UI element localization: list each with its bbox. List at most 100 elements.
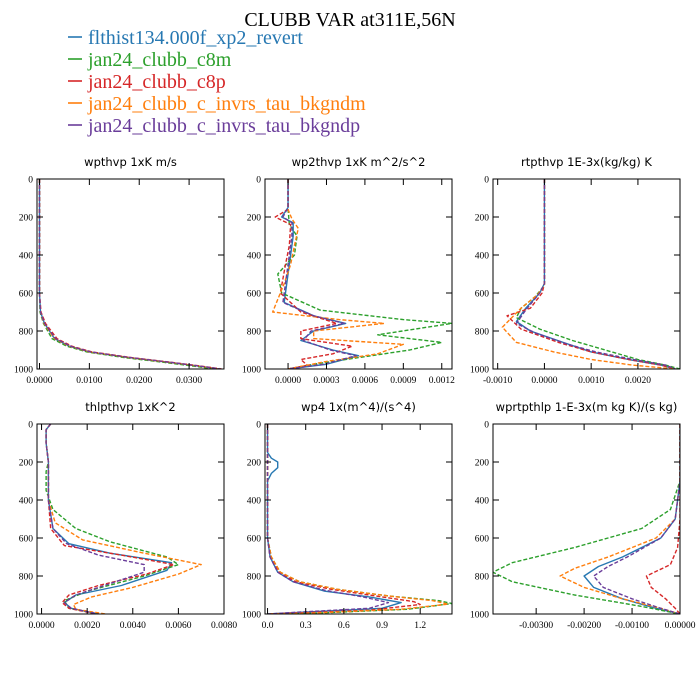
panel-3: rtpthvp 1E-3x(kg/kg) K 0 200 400 600 800 1000-… <box>470 155 681 386</box>
x-tick-label: 0.0100 <box>76 376 102 386</box>
series-line-3 <box>645 424 680 614</box>
y-tick-label: 1000 <box>14 611 33 621</box>
y-tick-label: 800 <box>247 573 262 583</box>
y-tick-label: 800 <box>247 328 262 338</box>
series-group <box>271 179 452 369</box>
x-tick-label: -0.00200 <box>567 621 601 631</box>
legend-label: jan24_clubb_c_invrs_tau_bkgndm <box>87 93 366 115</box>
x-tick-label: 0.0020 <box>625 376 651 386</box>
y-tick-label: 1000 <box>470 611 489 621</box>
legend-label: flthist134.000f_xp2_revert <box>88 27 303 49</box>
x-tick-label: 0.0006 <box>352 376 378 386</box>
series-group <box>45 424 202 614</box>
y-tick-label: 800 <box>19 573 34 583</box>
series-line-4 <box>271 179 405 369</box>
series-line-5 <box>38 179 221 369</box>
plot-frame <box>264 423 453 615</box>
series-line-3 <box>274 179 353 369</box>
series-group <box>493 424 680 614</box>
panel-2: wp2thvp 1xK m^2/s^2 0 200 400 600 800 1000 0.00… <box>242 155 455 386</box>
y-tick-label: 1000 <box>242 366 261 376</box>
panel-title: wp2thvp 1xK m^2/s^2 <box>292 155 426 169</box>
plot-frame <box>264 178 453 370</box>
y-tick-label: 0 <box>484 176 489 186</box>
x-tick-label: 0.0300 <box>176 376 202 386</box>
y-tick-label: 400 <box>475 252 490 262</box>
y-tick-label: 800 <box>19 328 34 338</box>
y-tick-label: 400 <box>19 252 34 262</box>
y-tick-label: 800 <box>475 573 490 583</box>
legend-label: jan24_clubb_c8p <box>87 71 226 93</box>
y-tick-label: 0 <box>28 421 33 431</box>
series-line-5 <box>282 179 357 369</box>
figure-title: CLUBB VAR at311E,56N <box>244 9 455 31</box>
y-tick-label: 400 <box>19 497 34 507</box>
y-tick-label: 400 <box>475 497 490 507</box>
y-tick-label: 600 <box>247 535 262 545</box>
y-tick-label: 600 <box>19 290 34 300</box>
panel-title: rtpthvp 1E-3x(kg/kg) K <box>521 155 652 169</box>
panel-title: thlpthvp 1xK^2 <box>85 400 175 414</box>
x-tick-label: 0.3 <box>300 621 312 631</box>
y-tick-label: 400 <box>247 497 262 507</box>
series-line-5 <box>266 424 390 614</box>
y-tick-label: 200 <box>19 214 34 224</box>
x-tick-label: 0.00000 <box>665 621 696 631</box>
x-tick-label: 0.0003 <box>313 376 339 386</box>
x-tick-label: -0.00300 <box>519 621 553 631</box>
y-tick-label: 200 <box>475 214 490 224</box>
y-tick-label: 600 <box>475 535 490 545</box>
x-tick-label: -0.0010 <box>483 376 513 386</box>
panel-6: wprtpthlp 1-E-3x(m kg K)/(s kg) 0 200 400 60… <box>470 400 696 631</box>
y-tick-label: 1000 <box>470 366 489 376</box>
legend-label: jan24_clubb_c8m <box>87 49 232 71</box>
y-tick-label: 200 <box>19 459 34 469</box>
x-tick-label: 0.0 <box>262 621 274 631</box>
x-tick-label: 1.2 <box>414 621 426 631</box>
panel-title: wpthvp 1xK m/s <box>84 155 177 169</box>
y-tick-label: 400 <box>247 252 262 262</box>
y-tick-label: 200 <box>247 214 262 224</box>
x-tick-label: 0.0009 <box>390 376 416 386</box>
plot-frame <box>36 423 225 615</box>
series-group <box>38 179 222 369</box>
y-tick-label: 600 <box>475 290 490 300</box>
x-tick-label: 0.0060 <box>165 621 191 631</box>
y-tick-label: 600 <box>19 535 34 545</box>
x-tick-label: 0.9 <box>376 621 388 631</box>
x-tick-label: 0.0000 <box>26 376 52 386</box>
y-tick-label: 1000 <box>242 611 261 621</box>
y-tick-label: 0 <box>484 421 489 431</box>
x-tick-label: 0.0010 <box>578 376 604 386</box>
x-tick-label: 0.0000 <box>28 621 54 631</box>
plot-frame <box>492 423 681 615</box>
series-line-5 <box>45 424 145 614</box>
y-tick-label: 0 <box>256 421 261 431</box>
x-tick-label: 0.0200 <box>126 376 152 386</box>
y-tick-label: 200 <box>247 459 262 469</box>
legend: flthist134.000f_xp2_revertjan24_clubb_c8… <box>68 27 366 137</box>
legend-label: jan24_clubb_c_invrs_tau_bkgndp <box>87 115 360 137</box>
x-tick-label: 0.0020 <box>74 621 100 631</box>
x-tick-label: 0.0080 <box>211 621 237 631</box>
x-tick-label: -0.00100 <box>615 621 649 631</box>
y-tick-label: 200 <box>475 459 490 469</box>
y-tick-label: 0 <box>28 176 33 186</box>
x-tick-label: 0.0000 <box>531 376 557 386</box>
plot-frame <box>36 178 225 370</box>
y-tick-label: 600 <box>247 290 262 300</box>
y-tick-label: 0 <box>256 176 261 186</box>
panel-title: wp4 1x(m^4)/(s^4) <box>301 400 416 414</box>
y-tick-label: 800 <box>475 328 490 338</box>
panel-title: wprtpthlp 1-E-3x(m kg K)/(s kg) <box>496 400 678 414</box>
x-tick-label: 0.0012 <box>429 376 455 386</box>
series-line-2 <box>277 179 452 369</box>
x-tick-label: 0.0040 <box>120 621 146 631</box>
series-line-2 <box>493 424 680 614</box>
series-line-5 <box>515 179 676 369</box>
